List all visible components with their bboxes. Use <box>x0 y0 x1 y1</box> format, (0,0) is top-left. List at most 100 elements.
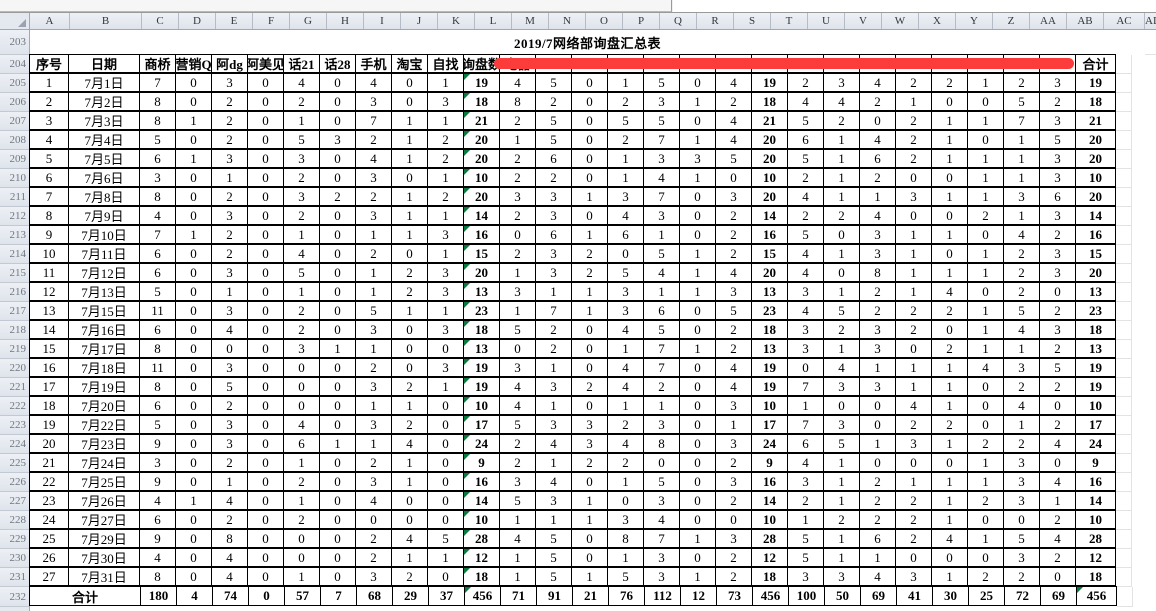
cell-m[interactable]: 2 <box>499 206 536 225</box>
cell-h[interactable]: 0 <box>319 111 356 130</box>
cell-aa[interactable]: 3 <box>1003 187 1040 206</box>
cell-m[interactable]: 2 <box>499 244 536 263</box>
cell-k[interactable]: 2 <box>427 149 464 168</box>
cell-g[interactable]: 1 <box>283 567 320 586</box>
cell-m[interactable]: 2 <box>499 434 536 453</box>
cell-r[interactable]: 1 <box>679 130 716 149</box>
cell-x[interactable]: 1 <box>895 92 932 111</box>
table-row[interactable]: 18 7月20日 6 0 2 0 0 0 1 1 0 10 4 1 0 1 1 0 3 10 1 0 0 4 1 0 4 0 10 <box>29 396 1156 416</box>
cell-v[interactable]: 0 <box>823 263 860 282</box>
cell-l[interactable]: 14 <box>463 491 500 510</box>
cell-j[interactable]: 1 <box>391 548 428 567</box>
cell-l[interactable]: 18 <box>463 567 500 586</box>
column-label-x[interactable] <box>895 54 932 73</box>
total-l[interactable]: 456 <box>464 586 501 606</box>
table-row[interactable]: 27 7月31日 8 0 4 0 1 0 3 2 0 18 1 5 1 5 3 1 2 18 3 3 4 3 1 2 2 0 18 <box>29 567 1156 587</box>
column-label-g[interactable]: 话21 <box>283 54 320 73</box>
cell-u[interactable]: 2 <box>787 491 824 510</box>
cell-q[interactable]: 7 <box>643 358 680 377</box>
cell-o[interactable]: 1 <box>571 510 608 529</box>
cell-y[interactable]: 1 <box>931 358 968 377</box>
cell-n[interactable]: 5 <box>535 130 572 149</box>
column-header-c[interactable]: C <box>142 13 179 29</box>
cell-ac[interactable]: 20 <box>1075 187 1116 206</box>
cell-z[interactable]: 1 <box>967 453 1004 472</box>
cell-date[interactable]: 7月31日 <box>68 567 140 586</box>
cell-ac[interactable]: 10 <box>1075 396 1116 415</box>
cell-ab[interactable]: 1 <box>1039 491 1076 510</box>
column-label-z[interactable] <box>967 54 1004 73</box>
cell-u[interactable]: 5 <box>787 149 824 168</box>
cell-j[interactable]: 2 <box>391 263 428 282</box>
cell-o[interactable]: 0 <box>571 149 608 168</box>
cell-w[interactable]: 3 <box>859 225 896 244</box>
cell-r[interactable]: 1 <box>679 263 716 282</box>
cell-i[interactable]: 2 <box>355 453 392 472</box>
column-label-u[interactable] <box>787 54 824 73</box>
cell-t[interactable]: 10 <box>751 510 788 529</box>
cell-t[interactable]: 15 <box>751 244 788 263</box>
cell-m[interactable]: 2 <box>499 168 536 187</box>
column-header-u[interactable]: U <box>808 13 845 29</box>
cell-q[interactable]: 5 <box>643 320 680 339</box>
total-e[interactable]: 74 <box>212 586 249 606</box>
cell-l[interactable]: 20 <box>463 187 500 206</box>
cell-r[interactable]: 0 <box>679 301 716 320</box>
cell-n[interactable]: 5 <box>535 73 572 92</box>
table-row[interactable]: 10 7月11日 6 0 2 0 4 0 2 0 1 15 2 3 2 0 5 1 2 15 4 1 3 1 0 1 2 3 15 <box>29 244 1156 264</box>
cell-ab[interactable]: 0 <box>1039 567 1076 586</box>
cell-w[interactable]: 2 <box>859 282 896 301</box>
cell-o[interactable]: 1 <box>571 282 608 301</box>
cell-index[interactable]: 16 <box>29 358 69 377</box>
cell-m[interactable]: 2 <box>499 149 536 168</box>
cell-date[interactable]: 7月6日 <box>68 168 140 187</box>
cell-n[interactable]: 3 <box>535 263 572 282</box>
row-header-215[interactable]: 215 <box>0 264 29 283</box>
total-z[interactable]: 25 <box>968 586 1005 606</box>
cell-u[interactable]: 1 <box>787 396 824 415</box>
cell-date[interactable]: 7月13日 <box>68 282 140 301</box>
cell-s[interactable]: 5 <box>715 301 752 320</box>
cell-u[interactable]: 3 <box>787 320 824 339</box>
column-label-r[interactable] <box>679 54 716 73</box>
cell-m[interactable]: 1 <box>499 567 536 586</box>
cell-x[interactable]: 1 <box>895 377 932 396</box>
formula-input[interactable] <box>0 0 672 12</box>
total-ac[interactable]: 456 <box>1076 586 1117 606</box>
cell-v[interactable]: 1 <box>823 529 860 548</box>
cell-g[interactable]: 0 <box>283 358 320 377</box>
cell-aa[interactable]: 2 <box>1003 567 1040 586</box>
column-header-e[interactable]: E <box>216 13 253 29</box>
cell-p[interactable]: 1 <box>607 73 644 92</box>
cell-z[interactable]: 1 <box>967 149 1004 168</box>
cell-q[interactable]: 1 <box>643 225 680 244</box>
cell-l[interactable]: 18 <box>463 92 500 111</box>
cell-index[interactable]: 2 <box>29 92 69 111</box>
cell-p[interactable]: 5 <box>607 263 644 282</box>
cell-l[interactable]: 10 <box>463 168 500 187</box>
column-label-w[interactable] <box>859 54 896 73</box>
cell-r[interactable]: 0 <box>679 206 716 225</box>
cell-x[interactable]: 3 <box>895 434 932 453</box>
cell-p[interactable]: 4 <box>607 377 644 396</box>
cell-ac[interactable]: 18 <box>1075 567 1116 586</box>
cell-h[interactable]: 0 <box>319 358 356 377</box>
cell-u[interactable]: 2 <box>787 73 824 92</box>
cell-s[interactable]: 2 <box>715 92 752 111</box>
cell-n[interactable]: 5 <box>535 548 572 567</box>
cell-f[interactable]: 0 <box>247 567 284 586</box>
cell-e[interactable]: 2 <box>211 453 248 472</box>
cell-date[interactable]: 7月29日 <box>68 529 140 548</box>
row-header-205[interactable]: 205 <box>0 74 29 93</box>
cell-y[interactable]: 4 <box>931 282 968 301</box>
cell-index[interactable]: 19 <box>29 415 69 434</box>
cell-r[interactable]: 1 <box>679 282 716 301</box>
cell-d[interactable]: 0 <box>175 510 212 529</box>
cell-g[interactable]: 3 <box>283 149 320 168</box>
cell-m[interactable]: 4 <box>499 529 536 548</box>
spreadsheet-grid[interactable]: 2019/7网络部询盘汇总表 序号 日期 商桥 营销Q 阿dg 阿美见 话21 话28 手机 淘宝自… <box>29 30 1156 611</box>
total-w[interactable]: 69 <box>860 586 897 606</box>
cell-i[interactable]: 3 <box>355 472 392 491</box>
cell-index[interactable]: 11 <box>29 263 69 282</box>
cell-g[interactable]: 1 <box>283 282 320 301</box>
